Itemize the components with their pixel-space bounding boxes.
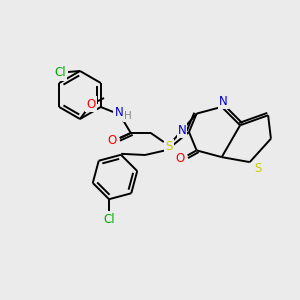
Text: Cl: Cl <box>54 67 66 80</box>
Text: S: S <box>254 162 261 175</box>
Text: S: S <box>165 140 172 154</box>
Text: O: O <box>107 134 116 148</box>
Text: N: N <box>178 124 186 136</box>
Text: N: N <box>114 106 123 119</box>
Text: O: O <box>86 98 96 110</box>
Text: Cl: Cl <box>103 213 115 226</box>
Text: O: O <box>175 152 184 165</box>
Text: N: N <box>219 95 228 108</box>
Text: H: H <box>124 111 132 121</box>
